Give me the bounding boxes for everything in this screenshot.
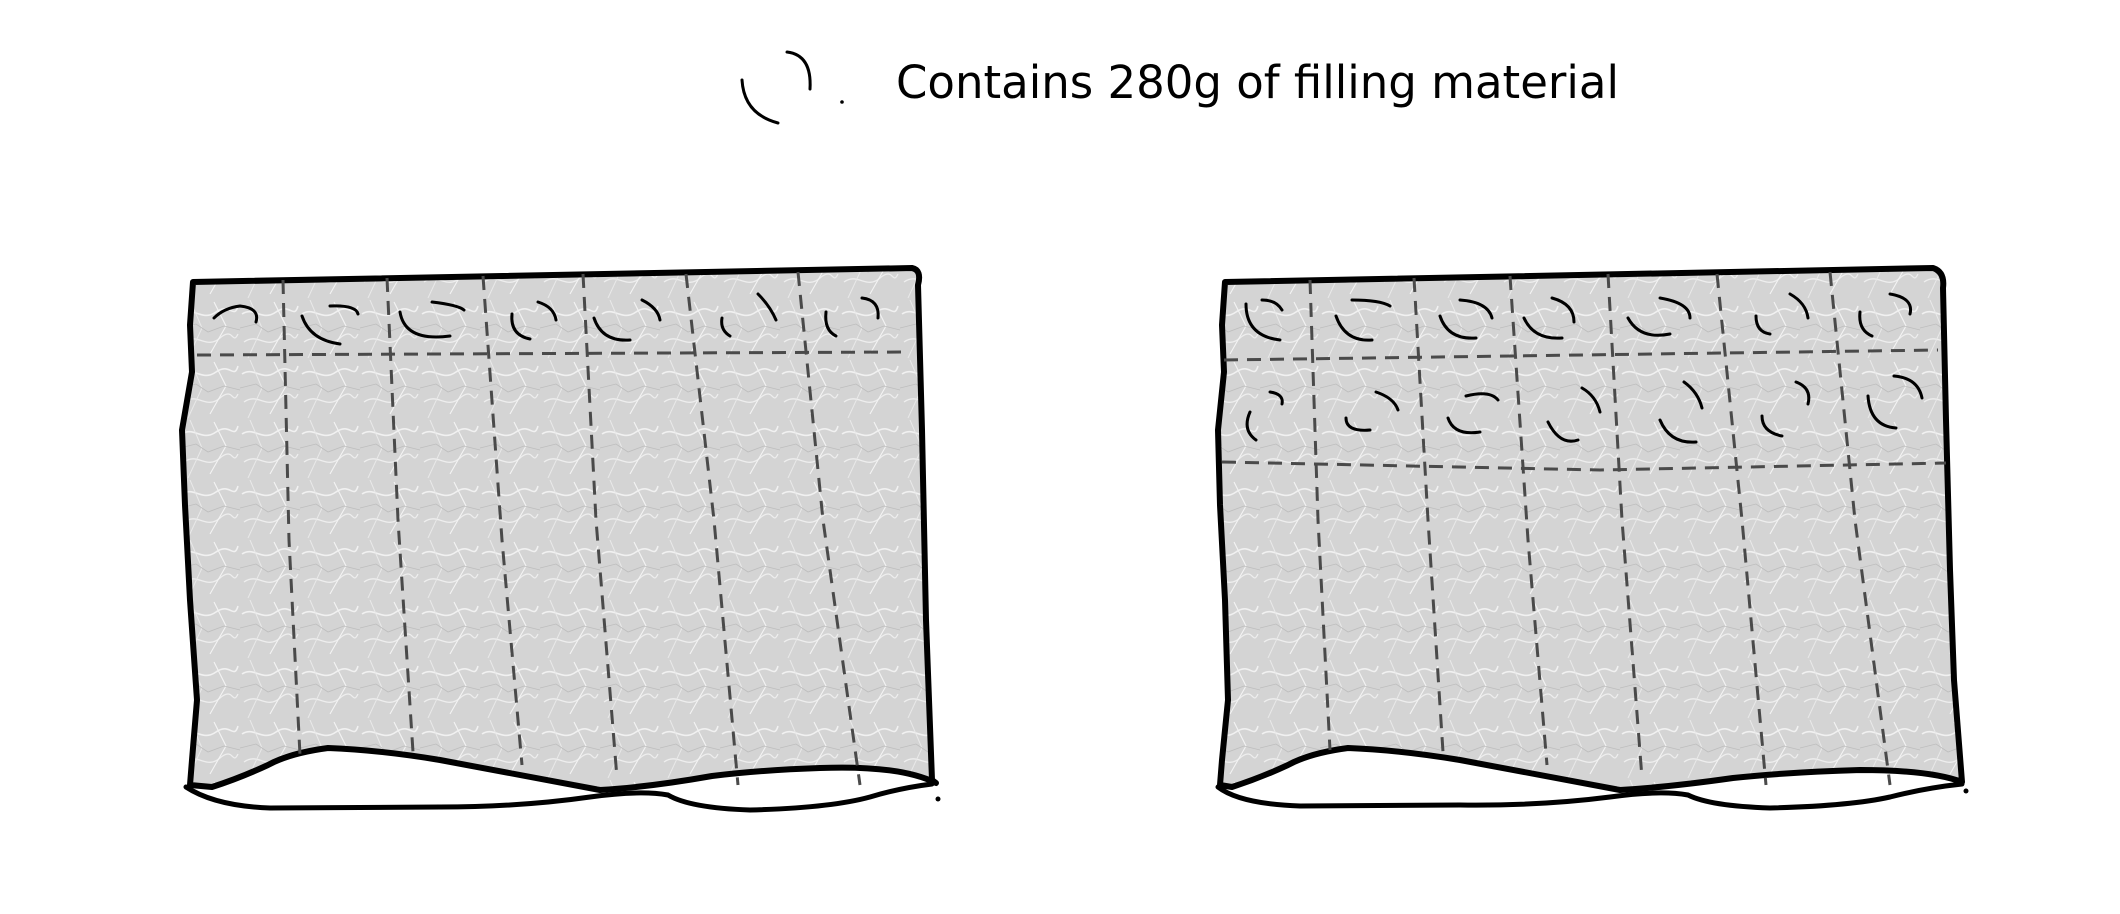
legend-label: Contains 280g of filling material [896,56,1619,109]
quilt-underside-edge [1215,781,1965,811]
stitch-lines [1221,271,1947,786]
quilt-panel-left [179,265,941,813]
quilt-fabric [179,265,939,793]
filling-markers [212,292,880,346]
quilt-fabric [1215,265,1965,793]
stitch-lines [196,271,909,786]
quilt-panel-right [1215,265,1969,811]
filling-swirl-icon [740,50,844,125]
quilt-underside-edge [183,781,935,813]
legend: Contains 280g of filling material [740,50,1619,125]
filling-markers [1244,292,1924,444]
